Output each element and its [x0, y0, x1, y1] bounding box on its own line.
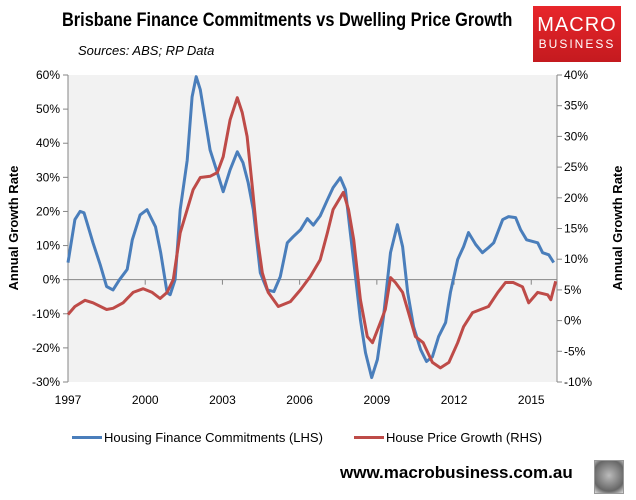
- x-tick-label: 2012: [441, 393, 468, 407]
- x-tick-label: 2006: [286, 393, 313, 407]
- y-tick-label-left: 0%: [43, 273, 61, 287]
- y-tick-label-left: -10%: [32, 307, 60, 321]
- y-tick-label-right: -5%: [564, 344, 586, 358]
- plot-area: [68, 75, 557, 382]
- y-tick-label-right: 35%: [564, 99, 588, 113]
- y-tick-label-right: 5%: [564, 283, 582, 297]
- y-tick-label-left: 60%: [36, 68, 60, 82]
- legend-item-house-price: House Price Growth (RHS): [354, 430, 542, 445]
- x-tick-label: 2015: [518, 393, 545, 407]
- y-tick-label-left: 30%: [36, 170, 60, 184]
- footer-url: www.macrobusiness.com.au: [340, 463, 573, 482]
- chart-title: Brisbane Finance Commitments vs Dwelling…: [62, 10, 513, 31]
- y-tick-label-right: 0%: [564, 314, 582, 328]
- y-tick-label-left: 10%: [36, 239, 60, 253]
- y-tick-label-right: 25%: [564, 160, 588, 174]
- x-tick-label: 2000: [132, 393, 159, 407]
- y-tick-label-left: 50%: [36, 102, 60, 116]
- y-tick-label-left: 20%: [36, 204, 60, 218]
- y-tick-label-left: -20%: [32, 341, 60, 355]
- wolf-logo: [594, 460, 624, 494]
- y-tick-label-right: 40%: [564, 68, 588, 82]
- legend-label: Housing Finance Commitments (LHS): [104, 430, 323, 445]
- series-line-finance-commitments: [66, 75, 555, 380]
- x-tick-label: 2009: [363, 393, 390, 407]
- series-line-house-price-growth: [66, 96, 558, 370]
- y-tick-label-right: 15%: [564, 222, 588, 236]
- y-tick-label-right: 10%: [564, 252, 588, 266]
- y-axis-label-left: Annual Growth Rate: [6, 166, 21, 291]
- y-tick-label-right: 30%: [564, 129, 588, 143]
- legend-swatch-blue: [72, 436, 102, 439]
- macrobusiness-logo: MACRO BUSINESS: [533, 6, 621, 62]
- x-tick-label: 2003: [209, 393, 236, 407]
- logo-line1: MACRO: [537, 14, 617, 36]
- y-tick-label-left: -30%: [32, 375, 60, 389]
- y-tick-label-right: 20%: [564, 191, 588, 205]
- x-tick-label: 1997: [55, 393, 82, 407]
- legend-swatch-red: [354, 436, 384, 439]
- y-tick-label-right: -10%: [564, 375, 592, 389]
- legend-label: House Price Growth (RHS): [386, 430, 543, 445]
- y-axis-label-right: Annual Growth Rate: [610, 166, 625, 291]
- chart-subtitle: Sources: ABS; RP Data: [78, 43, 215, 58]
- y-tick-label-left: 40%: [36, 136, 60, 150]
- logo-line2: BUSINESS: [538, 37, 616, 51]
- legend-item-finance: Housing Finance Commitments (LHS): [72, 430, 323, 445]
